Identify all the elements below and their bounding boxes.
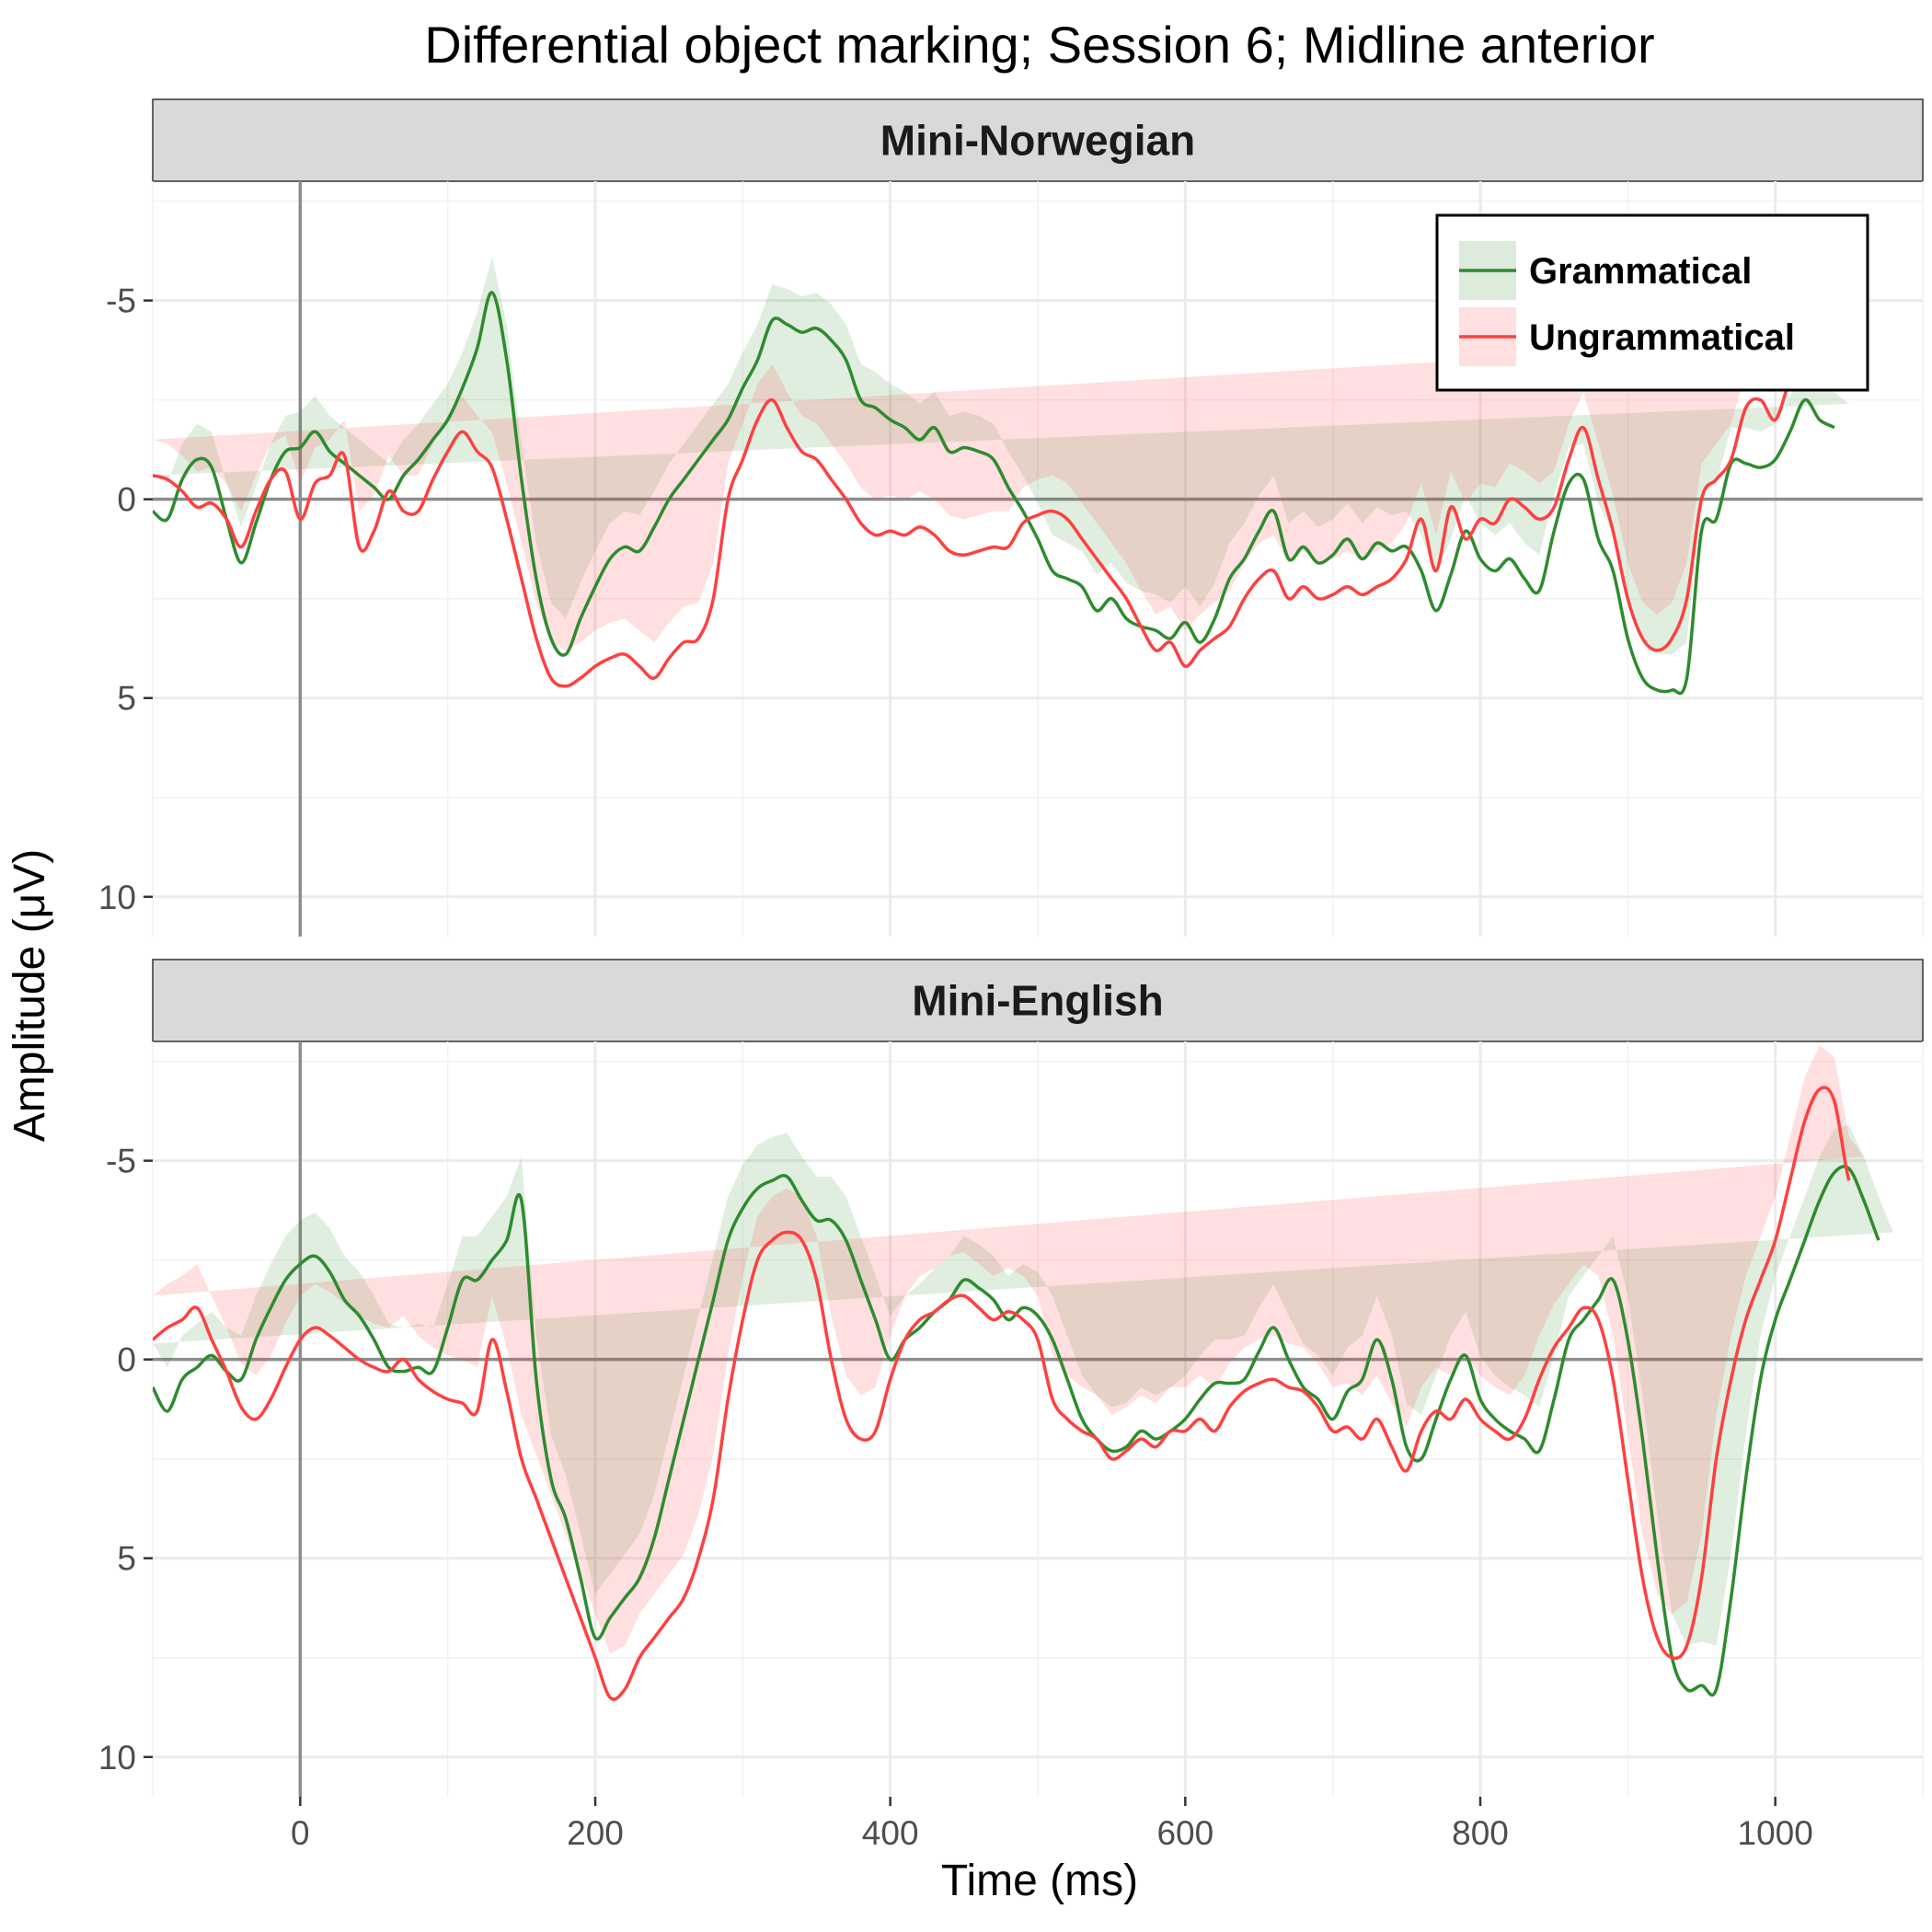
y-tick-label: -5	[106, 282, 136, 320]
legend-label-ungrammatical: Ungrammatical	[1529, 317, 1795, 358]
y-tick-label: 0	[117, 481, 136, 519]
legend-box	[1435, 213, 1869, 392]
y-axis-title: Amplitude (μV)	[6, 849, 54, 1142]
panels: Mini-Norwegian -5 0 5 10 Mini-English -5 0 5 10	[98, 98, 1924, 1797]
y-tick-label: 5	[117, 1540, 136, 1578]
line-ungrammatical	[153, 1086, 1851, 1701]
y-tick-label: 10	[98, 879, 136, 916]
line-grammatical	[153, 291, 1835, 696]
panel-mini-english: Mini-English -5 0 5 10	[98, 959, 1924, 1797]
y-axis-ticks: -5 0 5 10	[98, 1143, 153, 1777]
facet-strip-label: Mini-Norwegian	[880, 117, 1195, 165]
y-tick-label: 0	[117, 1341, 136, 1379]
line-grammatical	[153, 1165, 1880, 1697]
series-group	[153, 257, 1864, 696]
ribbon-ungrammatical	[153, 1045, 1864, 1654]
y-tick-label: -5	[106, 1143, 136, 1180]
chart-title: Differential object marking; Session 6; …	[424, 16, 1654, 74]
y-axis-ticks: -5 0 5 10	[98, 282, 153, 916]
x-tick-label: 200	[567, 1814, 624, 1852]
legend-label-grammatical: Grammatical	[1529, 251, 1752, 292]
x-tick-label: 1000	[1738, 1814, 1813, 1852]
ribbon-grammatical	[153, 257, 1849, 655]
line-ungrammatical	[153, 290, 1851, 688]
legend: Grammatical Ungrammatical	[1435, 213, 1869, 392]
x-tick-label: 0	[291, 1814, 310, 1852]
facet-strip-label: Mini-English	[912, 977, 1163, 1025]
ribbon-ungrammatical	[153, 257, 1864, 650]
y-tick-label: 10	[98, 1739, 136, 1777]
x-tick-label: 600	[1156, 1814, 1213, 1852]
facet-strip	[152, 959, 1924, 1042]
x-tick-label: 400	[862, 1814, 919, 1852]
x-axis-title: Time (ms)	[941, 1857, 1138, 1905]
x-tick-label: 800	[1452, 1814, 1509, 1852]
series-group	[153, 1045, 1893, 1701]
facet-strip	[152, 98, 1924, 182]
ribbon-grammatical	[153, 1124, 1893, 1646]
y-tick-label: 5	[117, 680, 136, 718]
x-axis-ticks: 0 200 400 600 800 1000	[291, 1797, 1813, 1852]
